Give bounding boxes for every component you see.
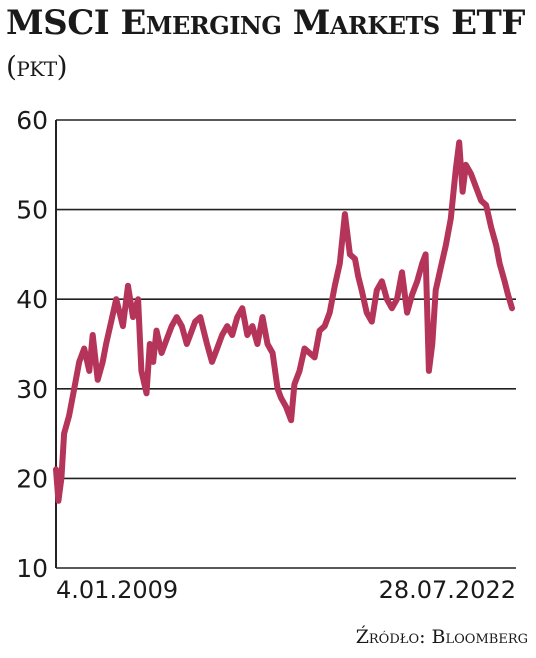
title-text: MSCI Emerging Markets ETF [6,3,525,43]
unit-label: (pkt) [6,50,68,83]
gridlines [56,119,516,569]
y-tick-20: 20 [16,464,48,493]
series-line [53,139,515,504]
y-tick-labels: 10 20 30 40 50 60 [16,106,48,583]
x-label-end: 28.07.2022 [379,576,516,604]
y-tick-60: 60 [16,106,48,135]
chart-title: MSCI Emerging Markets ETF (pkt) [6,2,530,88]
y-tick-40: 40 [16,285,48,314]
x-label-start: 4.01.2009 [56,576,178,604]
y-tick-30: 30 [16,375,48,404]
y-tick-10: 10 [16,554,48,583]
source-note: Źródło: Bloomberg [355,626,528,648]
y-tick-50: 50 [16,196,48,225]
